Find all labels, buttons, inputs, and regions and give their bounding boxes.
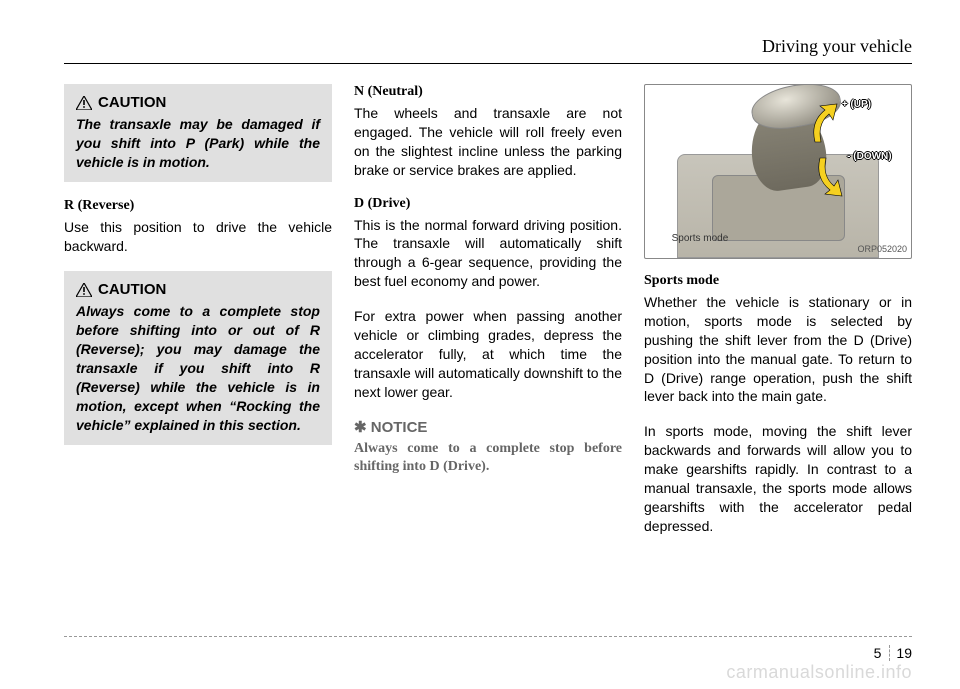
notice-title: ✱ NOTICE xyxy=(354,418,622,436)
n-neutral-heading: N (Neutral) xyxy=(354,84,622,100)
watermark: carmanualsonline.info xyxy=(726,662,912,683)
notice-label: NOTICE xyxy=(371,419,428,436)
caution-body: The transaxle may be damaged if you shif… xyxy=(76,115,320,172)
header-rule xyxy=(64,63,912,64)
caution-title: CAUTION xyxy=(76,281,320,298)
caution-label: CAUTION xyxy=(98,281,166,298)
caution-body: Always come to a complete stop before sh… xyxy=(76,302,320,434)
page: Driving your vehicle CAUTION The transax… xyxy=(0,0,960,689)
columns: CAUTION The transaxle may be damaged if … xyxy=(64,84,912,552)
sports-mode-body-2: In sports mode, moving the shift lever b… xyxy=(644,422,912,535)
caution-box-1: CAUTION The transaxle may be damaged if … xyxy=(64,84,332,182)
column-3: + (UP) - (DOWN) Sports mode ORP052020 Sp… xyxy=(644,84,912,552)
page-index: 19 xyxy=(896,645,912,661)
caution-label: CAUTION xyxy=(98,94,166,111)
r-reverse-body: Use this position to drive the vehicle b… xyxy=(64,218,332,256)
column-2: N (Neutral) The wheels and transaxle are… xyxy=(354,84,622,552)
shifter-figure: + (UP) - (DOWN) Sports mode ORP052020 xyxy=(644,84,912,259)
warning-icon xyxy=(76,283,92,297)
d-drive-body-1: This is the normal forward driving posit… xyxy=(354,216,622,292)
footer-rule xyxy=(64,636,912,637)
label-down: - (DOWN) xyxy=(847,151,891,162)
r-reverse-heading: R (Reverse) xyxy=(64,198,332,214)
sports-mode-heading: Sports mode xyxy=(644,273,912,289)
label-sports-mode: Sports mode xyxy=(672,233,729,244)
caution-title: CAUTION xyxy=(76,94,320,111)
section-header: Driving your vehicle xyxy=(64,36,912,57)
column-1: CAUTION The transaxle may be damaged if … xyxy=(64,84,332,552)
notice-mark: ✱ xyxy=(354,419,367,436)
label-up: + (UP) xyxy=(842,99,871,110)
chapter-number: 5 xyxy=(874,645,891,661)
n-neutral-body: The wheels and transaxle are not engaged… xyxy=(354,104,622,180)
d-drive-heading: D (Drive) xyxy=(354,196,622,212)
d-drive-body-2: For extra power when passing another veh… xyxy=(354,307,622,401)
warning-icon xyxy=(76,96,92,110)
figure-code: ORP052020 xyxy=(857,244,907,254)
page-number: 5 19 xyxy=(874,645,912,661)
sports-mode-body-1: Whether the vehicle is stationary or in … xyxy=(644,293,912,406)
caution-box-2: CAUTION Always come to a complete stop b… xyxy=(64,271,332,444)
notice-body: Always come to a complete stop before sh… xyxy=(354,440,622,478)
